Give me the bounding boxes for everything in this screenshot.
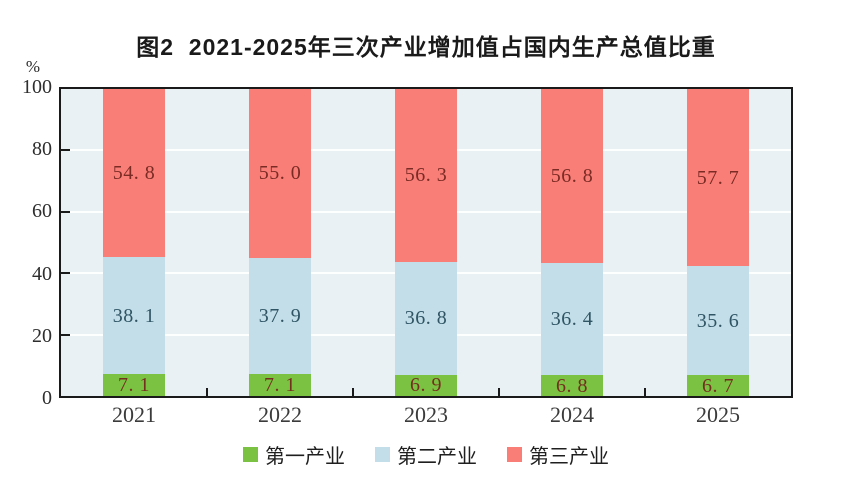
bar-segment-secondary-industry-2022: 37. 9	[249, 257, 311, 375]
y-axis-tick-20	[61, 333, 70, 336]
legend-swatch-secondary-industry	[375, 447, 390, 462]
y-axis-tick-60	[61, 210, 70, 213]
bar-segment-tertiary-industry-2021: 54. 8	[103, 89, 165, 258]
bar-segment-secondary-industry-2023: 36. 8	[395, 261, 457, 375]
bar-value-label: 57. 7	[696, 166, 740, 189]
bar-value-label: 37. 9	[258, 305, 302, 328]
bar-value-label: 7. 1	[264, 374, 296, 397]
bar-value-label: 56. 8	[550, 165, 594, 188]
x-axis-label-2022: 2022	[258, 402, 302, 427]
bar-value-label: 6. 9	[410, 374, 442, 397]
x-axis-label-2024: 2024	[550, 402, 594, 427]
bar-value-label: 55. 0	[258, 162, 302, 185]
x-axis-label-2021: 2021	[112, 402, 156, 427]
y-axis-label-40: 40	[32, 262, 52, 285]
bar-segment-primary-industry-2021: 7. 1	[103, 374, 165, 396]
bar-value-label: 38. 1	[112, 304, 156, 327]
bar-segment-secondary-industry-2024: 36. 4	[541, 263, 603, 376]
legend-label: 第一产业	[265, 446, 345, 468]
legend-label: 第三产业	[529, 446, 609, 468]
x-axis-boundary-tick	[498, 388, 500, 396]
legend-item-primary-industry: 第一产业	[243, 440, 345, 469]
x-axis-label-2025: 2025	[696, 402, 740, 427]
bar-value-label: 6. 7	[702, 374, 734, 397]
bar-segment-secondary-industry-2025: 35. 6	[687, 266, 749, 376]
bar-segment-tertiary-industry-2025: 57. 7	[687, 89, 749, 267]
y-axis-tick-80	[61, 149, 70, 152]
bar-value-label: 36. 4	[550, 308, 594, 331]
x-axis-boundary-tick	[206, 388, 208, 396]
x-axis-boundary-tick	[644, 388, 646, 396]
y-axis-label-20: 20	[32, 324, 52, 347]
bar-segment-primary-industry-2023: 6. 9	[395, 374, 457, 397]
bar-value-label: 35. 6	[696, 309, 740, 332]
y-axis-label-0: 0	[42, 387, 52, 409]
bar-value-label: 36. 8	[404, 307, 448, 330]
bar-segment-primary-industry-2025: 6. 7	[687, 375, 749, 396]
y-axis-unit-label: %	[25, 57, 41, 76]
y-axis-label-60: 60	[32, 200, 52, 223]
legend-item-secondary-industry: 第二产业	[375, 440, 477, 469]
bar-value-label: 56. 3	[404, 164, 448, 187]
bar-value-label: 6. 8	[556, 374, 588, 397]
bar-segment-tertiary-industry-2022: 55. 0	[249, 89, 311, 258]
legend-swatch-primary-industry	[243, 447, 258, 462]
y-axis-tick-40	[61, 272, 70, 275]
bar-value-label: 54. 8	[112, 162, 156, 185]
y-axis-label-100: 100	[22, 76, 52, 98]
bar-segment-tertiary-industry-2024: 56. 8	[541, 89, 603, 264]
legend-label: 第二产业	[397, 446, 477, 468]
bar-segment-primary-industry-2022: 7. 1	[249, 374, 311, 396]
bar-segment-primary-industry-2024: 6. 8	[541, 375, 603, 396]
legend: 第一产业 第二产业 第三产业	[59, 440, 793, 469]
bar-segment-secondary-industry-2021: 38. 1	[103, 257, 165, 375]
bar-segment-tertiary-industry-2023: 56. 3	[395, 89, 457, 262]
legend-item-tertiary-industry: 第三产业	[507, 440, 609, 469]
legend-swatch-tertiary-industry	[507, 447, 522, 462]
bar-value-label: 7. 1	[118, 374, 150, 397]
x-axis-label-2023: 2023	[404, 402, 448, 427]
chart-title: 图2 2021-2025年三次产业增加值占国内生产总值比重	[136, 34, 716, 60]
y-axis-label-80: 80	[32, 138, 52, 161]
plot-area: 7. 1 38. 1 54. 8 7. 1 37. 9 55. 0 6. 9 36. 8 56.…	[61, 89, 791, 396]
x-axis-boundary-tick	[352, 388, 354, 396]
